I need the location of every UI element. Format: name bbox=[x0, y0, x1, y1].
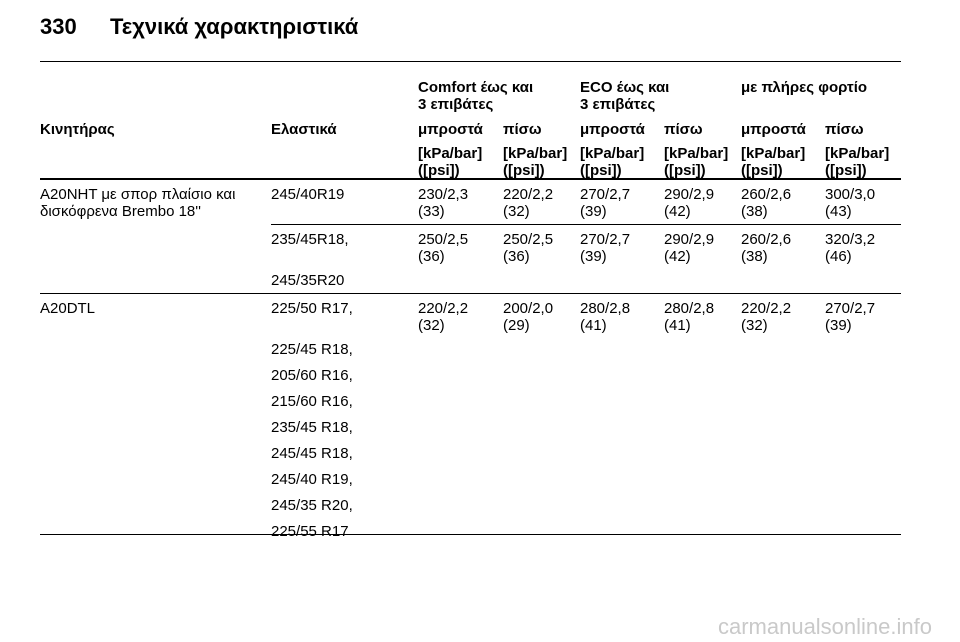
header-rule bbox=[40, 178, 901, 180]
value-cell: 270/2,7 (39) bbox=[580, 186, 631, 220]
value-cell: 250/2,5 (36) bbox=[418, 231, 469, 265]
value-cell: 260/2,6 (38) bbox=[741, 231, 792, 265]
tyre-cell: 245/35R20 bbox=[271, 272, 345, 289]
engine-cell: A20NHT με σπορ πλαίσιο και δισκόφρενα Bre… bbox=[40, 186, 236, 220]
value-cell: 320/3,2 (46) bbox=[825, 231, 876, 265]
value-cell: 220/2,2 (32) bbox=[503, 186, 554, 220]
column-header-full-front: μπροστά bbox=[741, 121, 806, 138]
unit-header: [kPa/bar] ([psi]) bbox=[418, 145, 483, 179]
column-header-engine: Κινητήρας bbox=[40, 121, 115, 138]
unit-header: [kPa/bar] ([psi]) bbox=[503, 145, 568, 179]
unit-header: [kPa/bar] ([psi]) bbox=[664, 145, 729, 179]
watermark: carmanualsonline.info bbox=[717, 614, 932, 639]
value-cell: 220/2,2 (32) bbox=[418, 300, 469, 334]
tyre-cell: 245/40R19 bbox=[271, 186, 345, 203]
column-header-tyres: Ελαστικά bbox=[271, 121, 337, 138]
tyre-cell: 235/45 R18, bbox=[271, 419, 353, 436]
page-header: 330 Τεχνικά χαρακτηριστικά bbox=[40, 14, 358, 40]
unit-header: [kPa/bar] ([psi]) bbox=[825, 145, 890, 179]
value-cell: 300/3,0 (43) bbox=[825, 186, 876, 220]
value-cell: 230/2,3 (33) bbox=[418, 186, 469, 220]
tyre-cell: 215/60 R16, bbox=[271, 393, 353, 410]
tyre-cell: 225/50 R17, bbox=[271, 300, 353, 317]
value-cell: 290/2,9 (42) bbox=[664, 231, 715, 265]
top-rule bbox=[40, 61, 901, 62]
tyre-cell: 225/55 R17 bbox=[271, 523, 349, 540]
page-number: 330 bbox=[40, 14, 77, 39]
page-title: Τεχνικά χαρακτηριστικά bbox=[110, 14, 359, 39]
row-divider bbox=[271, 224, 901, 225]
group-header-eco: ECO έως και 3 επιβάτες bbox=[580, 79, 670, 113]
value-cell: 270/2,7 (39) bbox=[825, 300, 876, 334]
group-header-full-load: με πλήρες φορτίο bbox=[741, 79, 868, 96]
value-cell: 260/2,6 (38) bbox=[741, 186, 792, 220]
column-header-comfort-front: μπροστά bbox=[418, 121, 483, 138]
bottom-rule bbox=[40, 534, 901, 535]
value-cell: 200/2,0 (29) bbox=[503, 300, 554, 334]
value-cell: 290/2,9 (42) bbox=[664, 186, 715, 220]
tyre-cell: 235/45R18, bbox=[271, 231, 349, 248]
tyre-cell: 245/35 R20, bbox=[271, 497, 353, 514]
column-header-eco-rear: πίσω bbox=[664, 121, 703, 138]
column-header-eco-front: μπροστά bbox=[580, 121, 645, 138]
column-header-full-rear: πίσω bbox=[825, 121, 864, 138]
row-divider bbox=[40, 293, 901, 294]
value-cell: 270/2,7 (39) bbox=[580, 231, 631, 265]
value-cell: 280/2,8 (41) bbox=[664, 300, 715, 334]
value-cell: 280/2,8 (41) bbox=[580, 300, 631, 334]
unit-header: [kPa/bar] ([psi]) bbox=[580, 145, 645, 179]
value-cell: 250/2,5 (36) bbox=[503, 231, 554, 265]
tyre-cell: 245/45 R18, bbox=[271, 445, 353, 462]
unit-header: [kPa/bar] ([psi]) bbox=[741, 145, 806, 179]
tyre-cell: 245/40 R19, bbox=[271, 471, 353, 488]
engine-cell: A20DTL bbox=[40, 300, 96, 317]
value-cell: 220/2,2 (32) bbox=[741, 300, 792, 334]
tyre-cell: 225/45 R18, bbox=[271, 341, 353, 358]
tyre-cell: 205/60 R16, bbox=[271, 367, 353, 384]
group-header-comfort: Comfort έως και 3 επιβάτες bbox=[418, 79, 534, 113]
column-header-comfort-rear: πίσω bbox=[503, 121, 542, 138]
